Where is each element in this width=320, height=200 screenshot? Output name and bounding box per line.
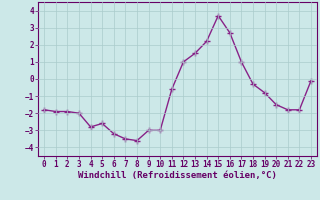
X-axis label: Windchill (Refroidissement éolien,°C): Windchill (Refroidissement éolien,°C): [78, 171, 277, 180]
